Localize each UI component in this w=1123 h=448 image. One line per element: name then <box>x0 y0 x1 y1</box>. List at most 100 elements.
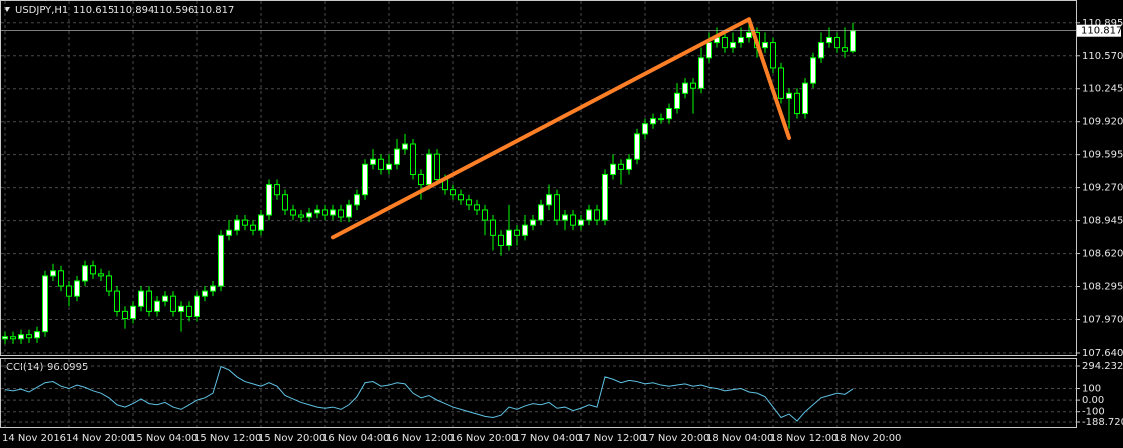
candle-body <box>42 275 48 333</box>
candle-body <box>514 229 520 236</box>
candle-body <box>346 204 352 218</box>
candle-body <box>410 143 416 175</box>
candle-body <box>402 143 408 150</box>
candle-body <box>330 209 336 216</box>
trendline <box>331 17 791 240</box>
candle-body <box>154 300 160 312</box>
candle-body <box>482 209 488 221</box>
x-tick-label: 17 Nov 12:00 <box>578 433 645 444</box>
candle-body <box>650 118 656 125</box>
candle-body <box>746 31 752 39</box>
candle-body <box>394 148 400 165</box>
y-tick-label: 0.00 <box>1082 395 1104 406</box>
candle-body <box>90 265 96 275</box>
candle-body <box>794 92 800 115</box>
indicator-value: 96.0995 <box>47 362 88 373</box>
candle-body <box>450 189 456 196</box>
main-panel-frame <box>0 0 1077 356</box>
candle-body <box>834 37 840 49</box>
candle-body <box>706 42 712 59</box>
candle-body <box>26 334 32 339</box>
y-tick-label: -188.7204 <box>1082 417 1123 428</box>
candle-body <box>666 108 672 120</box>
candle-body <box>730 42 736 49</box>
candle-body <box>578 219 584 226</box>
indicator-panel-frame <box>0 358 1077 428</box>
candle-body <box>138 290 144 307</box>
x-tick-label: 18 Nov 12:00 <box>770 433 837 444</box>
ohlc-close: 110.817 <box>193 5 234 16</box>
y-tick-label: -100 <box>1082 407 1105 418</box>
candle-body <box>522 224 528 236</box>
x-tick-label: 14 Nov 20:00 <box>66 433 133 444</box>
x-tick-label: 17 Nov 20:00 <box>642 433 709 444</box>
candle-body <box>618 163 624 170</box>
y-tick-label: 108.295 <box>1082 282 1123 293</box>
candle-body <box>266 184 272 216</box>
candle-body <box>314 209 320 214</box>
candle-body <box>546 194 552 206</box>
candle-body <box>34 331 40 339</box>
y-tick-label: 107.970 <box>1082 314 1123 325</box>
y-tick-label: 110.245 <box>1082 84 1123 95</box>
candle-body <box>818 42 824 59</box>
candle-body <box>226 229 232 236</box>
candle-body <box>178 305 184 312</box>
x-tick-label: 15 Nov 12:00 <box>194 433 261 444</box>
candle-body <box>338 209 344 218</box>
x-tick-label: 16 Nov 20:00 <box>450 433 517 444</box>
y-tick-label: 100 <box>1082 384 1101 395</box>
candle-body <box>490 219 496 236</box>
y-tick-label: 109.920 <box>1082 117 1123 128</box>
candle-body <box>202 290 208 297</box>
candle-body <box>250 224 256 231</box>
candle-body <box>786 92 792 99</box>
x-tick-label: 16 Nov 04:00 <box>322 433 389 444</box>
candle-body <box>98 273 104 277</box>
candle-body <box>554 194 560 221</box>
candle-body <box>698 57 704 89</box>
candle-body <box>10 336 16 340</box>
candle-body <box>218 234 224 287</box>
candle-body <box>162 295 168 302</box>
last-price-box <box>1077 24 1121 37</box>
candle-body <box>642 123 648 135</box>
candle-body <box>322 209 328 216</box>
candle-body <box>458 194 464 201</box>
candle-body <box>106 275 112 292</box>
candle-body <box>194 295 200 317</box>
y-tick-label: 107.640 <box>1082 348 1123 359</box>
candle-body <box>738 37 744 44</box>
candle-body <box>82 265 88 282</box>
candle-body <box>58 270 64 287</box>
x-tick-label: 17 Nov 04:00 <box>514 433 581 444</box>
candle-body <box>778 67 784 99</box>
candle-body <box>530 219 536 226</box>
candle-body <box>122 310 128 319</box>
y-tick-label: 110.570 <box>1082 51 1123 62</box>
cci-line <box>4 365 854 422</box>
indicator-title: CCI(14) <box>6 362 44 373</box>
candle-body <box>562 214 568 221</box>
candle-body <box>434 153 440 181</box>
chart-title: USDJPY,H1 <box>15 5 68 16</box>
candle-body <box>290 209 296 216</box>
candle-body <box>586 209 592 221</box>
candle-body <box>146 290 152 312</box>
candle-body <box>426 153 432 186</box>
candle-body <box>658 118 664 121</box>
candle-body <box>114 290 120 312</box>
candle-body <box>298 214 304 218</box>
x-tick-label: 18 Nov 04:00 <box>706 433 773 444</box>
candle-body <box>498 234 504 246</box>
y-tick-label: 110.895 <box>1082 18 1123 29</box>
candle-body <box>234 219 240 231</box>
candle-body <box>570 214 576 226</box>
candle-body <box>634 133 640 160</box>
candle-body <box>274 184 280 196</box>
candle-body <box>18 334 24 340</box>
candle-body <box>602 173 608 221</box>
candle-body <box>466 199 472 206</box>
candle-body <box>770 42 776 69</box>
candle-body <box>538 204 544 221</box>
